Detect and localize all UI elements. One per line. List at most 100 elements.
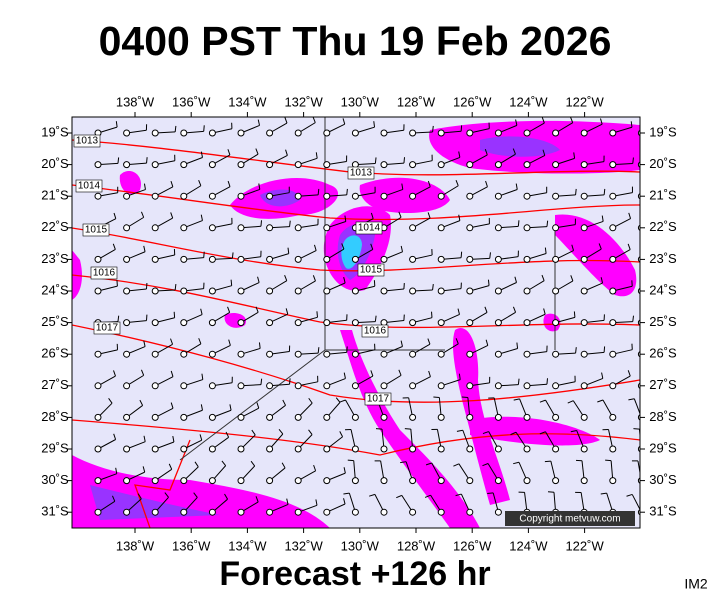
barb-flag [373,121,376,128]
barb-station [552,477,560,485]
lon-label: 122˚W [565,94,604,109]
barb-flag [143,435,146,442]
barb-station [151,445,159,453]
barb-station [294,445,302,453]
barb-flag [632,315,634,322]
barb-flag [460,251,463,258]
barb-station [208,508,216,516]
barb-station [466,192,474,200]
barb-station [609,192,617,200]
barb-station [123,224,131,232]
lon-label: 130˚W [341,538,380,553]
barb-station [494,224,502,232]
barb-station [494,508,502,516]
barb-flag [115,467,118,474]
barb-station [609,129,617,137]
barb-station [294,192,302,200]
barb-station [409,382,417,390]
barb-station [380,413,388,421]
barb-flag [343,498,346,505]
barb-station [94,477,102,485]
barb-flag [455,338,459,345]
barb-station [466,445,474,453]
barb-station [180,413,188,421]
isobar-label: 1015 [360,265,383,276]
barb-flag [544,247,547,254]
lat-label: 23˚S [41,251,69,266]
barb-flag [539,399,546,403]
lon-label: 128˚W [397,538,436,553]
barb-flag [339,431,344,437]
barb-flag [341,243,345,250]
barb-station [237,477,245,485]
isobar-label: 1017 [96,323,119,334]
barb-station [466,413,474,421]
barb-station [237,445,245,453]
lon-label: 132˚W [284,538,323,553]
barb-station [437,477,445,485]
barb-station [552,161,560,169]
lon-label: 132˚W [284,94,323,109]
barb-station [323,350,331,358]
lat-label: 29˚S [649,440,677,455]
barb-flag [289,220,291,227]
barb-flag [400,340,403,347]
barb-flag [626,493,633,497]
barb-flag [339,399,346,403]
barb-flag [427,180,431,187]
isobar-label-box [82,223,110,237]
barb-station [294,350,302,358]
barb-flag [139,399,144,406]
barb-flag [316,311,318,318]
barb-flag [221,460,227,466]
barb-station [208,350,216,358]
lat-label: 25˚S [41,314,69,329]
barb-flag [172,435,175,443]
barb-station [123,350,131,358]
barb-station [323,129,331,137]
barb-station [437,382,445,390]
lon-label: 136˚W [172,538,211,553]
barb-station [294,255,302,263]
barb-station [266,255,274,263]
lat-label: 31˚S [649,504,677,519]
lat-label: 21˚S [41,188,69,203]
barb-station [380,161,388,169]
barb-flag [260,378,263,385]
barb-flag [347,459,354,462]
barb-station [266,382,274,390]
lat-label: 24˚S [649,282,677,297]
barb-station [351,255,359,263]
barb-station [351,350,359,358]
barb-flag [482,431,489,435]
barb-flag [542,149,546,156]
lat-label: 30˚S [41,472,69,487]
barb-flag [143,245,146,252]
barb-station [208,413,216,421]
barb-station [437,445,445,453]
barb-flag [487,492,494,494]
barb-station [94,192,102,200]
barb-station [466,508,474,516]
barb-station [151,161,159,169]
barb-station [180,445,188,453]
barb-station [437,413,445,421]
barb-flag [143,340,146,347]
barb-flag [484,306,488,313]
isobar-label-box [355,221,383,235]
barb-station [466,224,474,232]
barb-flag [112,243,116,250]
barb-flag [308,429,313,435]
barb-flag [396,494,402,499]
barb-flag [258,342,261,349]
barb-flag [455,179,459,186]
barb-flag [227,149,231,156]
barb-station [494,445,502,453]
barb-station [237,350,245,358]
barb-flag [287,247,290,254]
barb-station [351,129,359,137]
barb-station [180,350,188,358]
barb-station [323,287,331,295]
precip [72,120,640,528]
barb-station [523,192,531,200]
